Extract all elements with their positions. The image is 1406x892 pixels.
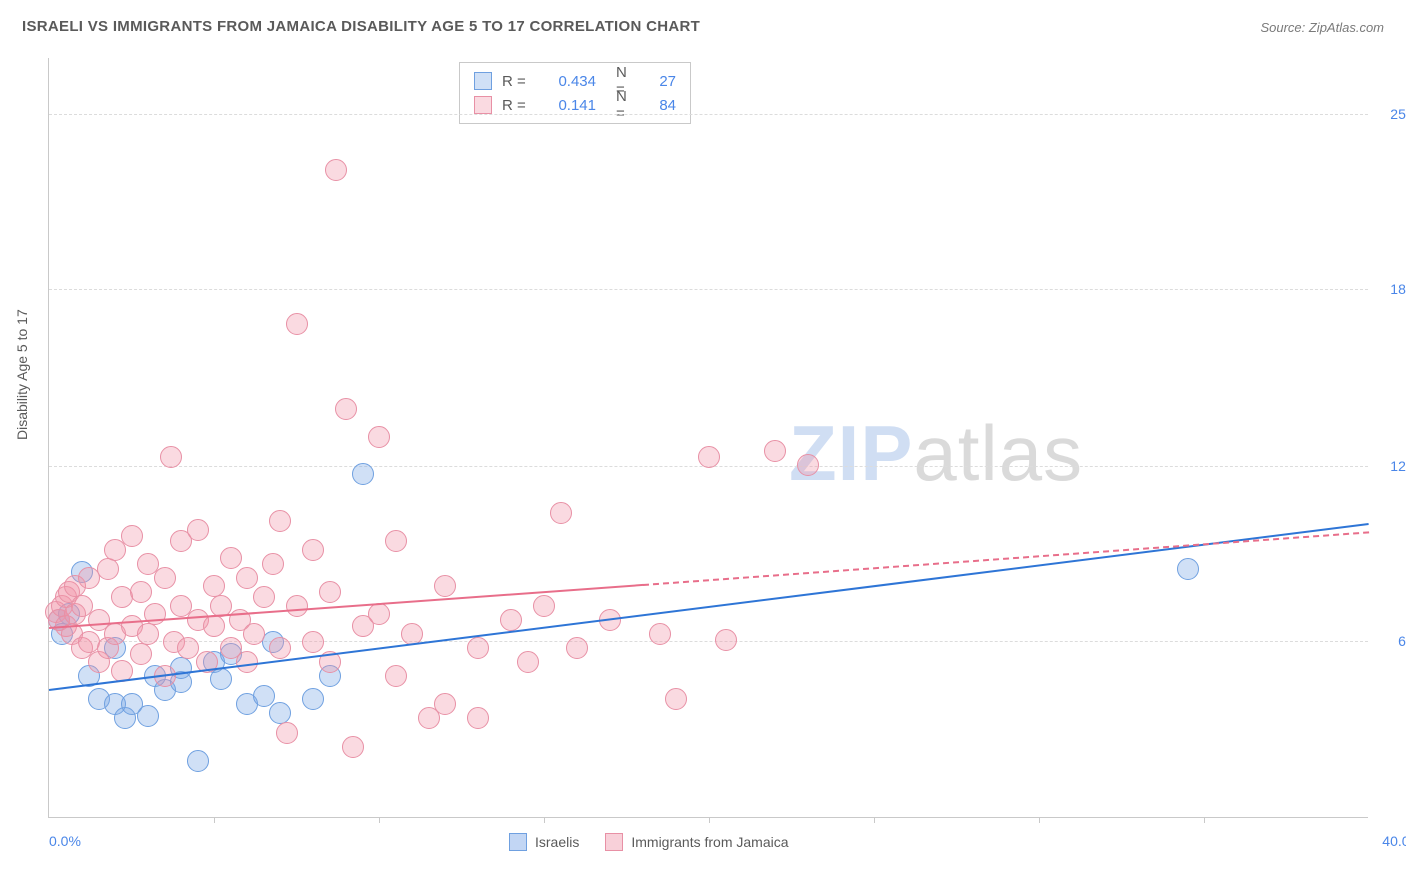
data-point xyxy=(302,688,324,710)
chart-title: ISRAELI VS IMMIGRANTS FROM JAMAICA DISAB… xyxy=(22,18,1384,35)
data-point xyxy=(335,398,357,420)
data-point xyxy=(243,623,265,645)
x-tick xyxy=(1039,817,1040,823)
gridline xyxy=(49,114,1368,115)
y-tick-label: 25.0% xyxy=(1374,106,1406,122)
data-point xyxy=(160,446,182,468)
watermark-atlas: atlas xyxy=(913,409,1083,497)
data-point xyxy=(434,693,456,715)
data-point xyxy=(253,586,275,608)
data-point xyxy=(665,688,687,710)
data-point xyxy=(1177,558,1199,580)
r-value-jamaica: 0.141 xyxy=(542,97,596,114)
data-point xyxy=(302,539,324,561)
swatch-israelis xyxy=(509,833,527,851)
x-tick xyxy=(874,817,875,823)
data-point xyxy=(467,637,489,659)
r-label: R = xyxy=(502,97,532,114)
x-tick xyxy=(1204,817,1205,823)
data-point xyxy=(517,651,539,673)
data-point xyxy=(342,736,364,758)
data-point xyxy=(187,519,209,541)
gridline xyxy=(49,289,1368,290)
legend-item-israelis: Israelis xyxy=(509,833,579,851)
x-tick xyxy=(709,817,710,823)
data-point xyxy=(276,722,298,744)
y-tick-label: 18.8% xyxy=(1374,281,1406,297)
r-label: R = xyxy=(502,73,532,90)
data-point xyxy=(78,631,100,653)
data-point xyxy=(78,567,100,589)
data-point xyxy=(269,702,291,724)
chart-header: ISRAELI VS IMMIGRANTS FROM JAMAICA DISAB… xyxy=(22,18,1384,42)
x-tick xyxy=(214,817,215,823)
scatter-chart: ZIPatlas R = 0.434 N = 27 R = 0.141 N = … xyxy=(48,58,1368,818)
data-point xyxy=(352,463,374,485)
data-point xyxy=(797,454,819,476)
data-point xyxy=(385,665,407,687)
data-point xyxy=(566,637,588,659)
data-point xyxy=(187,750,209,772)
data-point xyxy=(97,558,119,580)
y-tick-label: 12.5% xyxy=(1374,458,1406,474)
data-point xyxy=(269,637,291,659)
data-point xyxy=(385,530,407,552)
r-value-israelis: 0.434 xyxy=(542,73,596,90)
data-point xyxy=(325,159,347,181)
swatch-jamaica xyxy=(474,96,492,114)
data-point xyxy=(220,547,242,569)
data-point xyxy=(203,575,225,597)
n-label: N = xyxy=(606,88,636,122)
data-point xyxy=(203,615,225,637)
data-point xyxy=(144,603,166,625)
data-point xyxy=(137,623,159,645)
data-point xyxy=(368,426,390,448)
data-point xyxy=(764,440,786,462)
data-point xyxy=(649,623,671,645)
data-point xyxy=(236,567,258,589)
data-point xyxy=(286,595,308,617)
y-axis-title: Disability Age 5 to 17 xyxy=(14,309,30,440)
x-tick xyxy=(544,817,545,823)
data-point xyxy=(698,446,720,468)
data-point xyxy=(262,553,284,575)
data-point xyxy=(130,643,152,665)
n-value-israelis: 27 xyxy=(646,73,676,90)
data-point xyxy=(368,603,390,625)
data-point xyxy=(154,567,176,589)
data-point xyxy=(130,581,152,603)
data-point xyxy=(715,629,737,651)
x-axis-max-label: 40.0% xyxy=(1382,833,1406,849)
data-point xyxy=(177,637,199,659)
data-point xyxy=(533,595,555,617)
data-point xyxy=(137,705,159,727)
data-point xyxy=(269,510,291,532)
x-axis-min-label: 0.0% xyxy=(49,833,81,849)
legend-label-israelis: Israelis xyxy=(535,834,579,850)
data-point xyxy=(467,707,489,729)
data-point xyxy=(253,685,275,707)
data-point xyxy=(286,313,308,335)
watermark-zip: ZIP xyxy=(789,409,913,497)
data-point xyxy=(302,631,324,653)
data-point xyxy=(500,609,522,631)
watermark: ZIPatlas xyxy=(789,408,1083,499)
x-tick xyxy=(379,817,380,823)
legend-label-jamaica: Immigrants from Jamaica xyxy=(631,834,788,850)
source-attribution: Source: ZipAtlas.com xyxy=(1260,20,1384,35)
trend-line-extrapolated xyxy=(643,531,1369,586)
data-point xyxy=(111,586,133,608)
data-point xyxy=(319,581,341,603)
data-point xyxy=(550,502,572,524)
data-point xyxy=(121,525,143,547)
legend-row-israelis: R = 0.434 N = 27 xyxy=(474,69,676,93)
series-legend: Israelis Immigrants from Jamaica xyxy=(509,833,789,851)
legend-item-jamaica: Immigrants from Jamaica xyxy=(605,833,788,851)
n-value-jamaica: 84 xyxy=(646,97,676,114)
y-tick-label: 6.3% xyxy=(1374,633,1406,649)
swatch-israelis xyxy=(474,72,492,90)
swatch-jamaica xyxy=(605,833,623,851)
data-point xyxy=(434,575,456,597)
